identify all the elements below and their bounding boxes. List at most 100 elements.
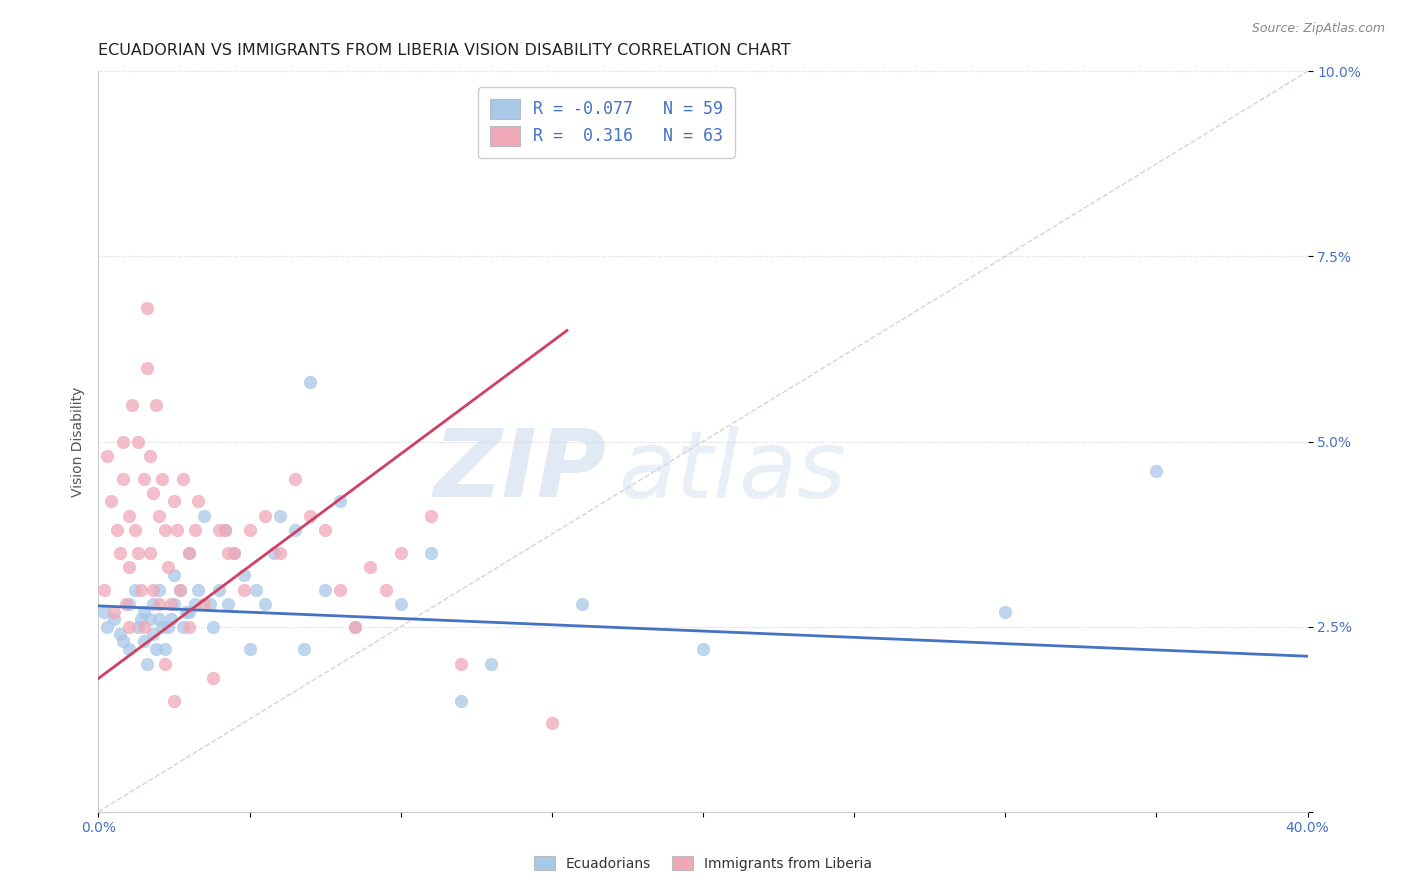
Point <box>103 612 125 626</box>
Point <box>179 545 201 560</box>
Point <box>179 605 201 619</box>
Point <box>118 508 141 523</box>
Point <box>179 545 201 560</box>
Point <box>163 567 186 582</box>
Point <box>127 434 149 449</box>
Point <box>105 524 128 538</box>
Point <box>232 582 254 597</box>
Point <box>239 524 262 538</box>
Text: Source: ZipAtlas.com: Source: ZipAtlas.com <box>1251 22 1385 36</box>
Point <box>187 493 209 508</box>
Point <box>329 493 352 508</box>
Point <box>145 641 167 656</box>
Point <box>139 450 162 464</box>
Point <box>214 524 236 538</box>
Point <box>153 657 176 671</box>
Point <box>103 605 125 619</box>
Point <box>269 508 291 523</box>
Point <box>148 582 170 597</box>
Point <box>166 524 188 538</box>
Text: ECUADORIAN VS IMMIGRANTS FROM LIBERIA VISION DISABILITY CORRELATION CHART: ECUADORIAN VS IMMIGRANTS FROM LIBERIA VI… <box>98 43 792 58</box>
Point <box>420 545 443 560</box>
Point <box>193 598 215 612</box>
Point <box>135 657 157 671</box>
Point <box>184 598 207 612</box>
Point <box>124 524 146 538</box>
Point <box>174 605 197 619</box>
Point <box>124 582 146 597</box>
Point <box>132 634 155 648</box>
Point <box>292 641 315 656</box>
Point <box>571 598 593 612</box>
Point <box>118 619 141 633</box>
Point <box>184 524 207 538</box>
Point <box>132 619 155 633</box>
Point <box>253 598 276 612</box>
Point <box>118 641 141 656</box>
Point <box>169 582 191 597</box>
Legend: Ecuadorians, Immigrants from Liberia: Ecuadorians, Immigrants from Liberia <box>529 850 877 876</box>
Point <box>224 545 246 560</box>
Point <box>160 598 183 612</box>
Point <box>163 493 186 508</box>
Point <box>135 301 157 316</box>
Point <box>111 634 134 648</box>
Point <box>284 472 307 486</box>
Point <box>450 694 472 708</box>
Point <box>150 619 173 633</box>
Text: ZIP: ZIP <box>433 425 606 517</box>
Point <box>193 508 215 523</box>
Point <box>114 598 136 612</box>
Point <box>93 605 115 619</box>
Point <box>224 545 246 560</box>
Point <box>172 472 194 486</box>
Point <box>142 598 165 612</box>
Point <box>139 545 162 560</box>
Point <box>96 619 118 633</box>
Point <box>299 376 322 390</box>
Point <box>132 472 155 486</box>
Point <box>169 582 191 597</box>
Point <box>153 524 176 538</box>
Point <box>269 545 291 560</box>
Point <box>108 627 131 641</box>
Point <box>129 612 152 626</box>
Point <box>299 508 322 523</box>
Point <box>202 619 225 633</box>
Point <box>108 545 131 560</box>
Point <box>217 598 239 612</box>
Point <box>329 582 352 597</box>
Point <box>1144 464 1167 478</box>
Point <box>200 598 222 612</box>
Point <box>127 545 149 560</box>
Point <box>156 560 179 574</box>
Point <box>314 582 336 597</box>
Point <box>172 619 194 633</box>
Point <box>208 524 231 538</box>
Point <box>148 598 170 612</box>
Legend: R = -0.077   N = 59, R =  0.316   N = 63: R = -0.077 N = 59, R = 0.316 N = 63 <box>478 87 734 158</box>
Point <box>232 567 254 582</box>
Point <box>96 450 118 464</box>
Point <box>245 582 267 597</box>
Point <box>360 560 382 574</box>
Text: atlas: atlas <box>619 425 846 516</box>
Point <box>344 619 367 633</box>
Point <box>142 486 165 500</box>
Point <box>129 582 152 597</box>
Point <box>994 605 1017 619</box>
Point <box>239 641 262 656</box>
Point <box>111 434 134 449</box>
Point <box>93 582 115 597</box>
Point <box>135 360 157 375</box>
Point <box>139 612 162 626</box>
Point <box>208 582 231 597</box>
Point <box>253 508 276 523</box>
Point <box>389 545 412 560</box>
Point <box>179 619 201 633</box>
Point <box>153 641 176 656</box>
Point <box>150 472 173 486</box>
Point <box>163 694 186 708</box>
Point <box>142 582 165 597</box>
Point <box>263 545 285 560</box>
